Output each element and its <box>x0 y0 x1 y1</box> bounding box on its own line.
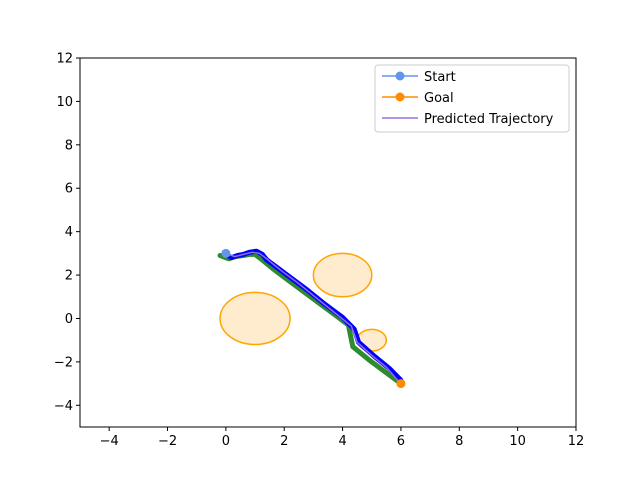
obstacle-circle-0 <box>219 291 291 346</box>
y-tick-label: −4 <box>54 399 73 414</box>
y-tick-label: 2 <box>65 269 73 284</box>
start-marker <box>221 248 231 258</box>
x-tick-label: −2 <box>158 434 177 449</box>
legend-start-label: Start <box>424 70 456 85</box>
goal-marker <box>396 379 406 389</box>
x-tick-label: 0 <box>222 434 230 449</box>
x-axis-ticks: −4 −2 0 2 4 6 8 10 12 <box>100 427 585 449</box>
trajectories-layer <box>217 248 404 384</box>
trajectory-series-2 <box>225 251 401 384</box>
x-tick-label: 4 <box>338 434 346 449</box>
legend-start-marker <box>395 71 405 81</box>
y-tick-label: 8 <box>65 138 73 153</box>
y-tick-label: 0 <box>65 312 73 327</box>
x-tick-label: 8 <box>455 434 463 449</box>
y-tick-label: 10 <box>56 95 73 110</box>
markers-layer <box>221 248 406 389</box>
y-tick-label: −2 <box>54 355 73 370</box>
legend-trajectory-label: Predicted Trajectory <box>424 112 554 127</box>
legend-frame <box>374 64 570 133</box>
y-tick-label: 4 <box>65 225 73 240</box>
x-tick-label: 10 <box>509 434 526 449</box>
y-tick-label: 6 <box>65 182 73 197</box>
x-tick-label: −4 <box>100 434 119 449</box>
legend-goal-label: Goal <box>424 91 454 106</box>
legend-goal-marker <box>395 92 405 102</box>
x-tick-label: 2 <box>280 434 288 449</box>
legend: Start Goal Predicted Trajectory <box>374 64 570 133</box>
plot-area-frame <box>79 57 577 428</box>
y-axis-ticks: −4 −2 0 2 4 6 8 10 12 <box>54 52 80 414</box>
x-tick-label: 12 <box>568 434 585 449</box>
obstacle-circle-1 <box>312 252 373 298</box>
y-tick-label: 12 <box>56 52 73 67</box>
x-tick-label: 6 <box>397 434 405 449</box>
